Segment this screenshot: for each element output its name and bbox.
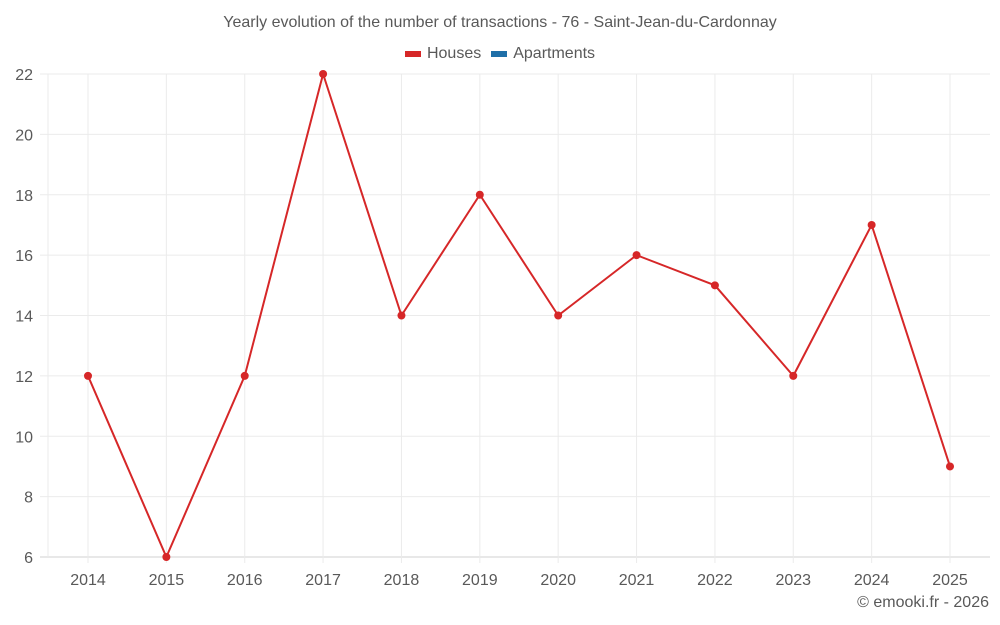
series-line xyxy=(87,73,951,558)
y-tick-label: 16 xyxy=(15,248,33,265)
data-point xyxy=(946,462,954,471)
x-tick-label: 2019 xyxy=(462,572,498,589)
copyright-footer: © emooki.fr - 2026 xyxy=(857,594,989,611)
data-point xyxy=(867,220,876,229)
y-tick-label: 6 xyxy=(24,550,33,567)
x-tick-label: 2021 xyxy=(619,572,655,589)
x-tick-label: 2015 xyxy=(149,572,185,589)
y-tick-label: 10 xyxy=(15,429,33,446)
y-tick-label: 22 xyxy=(15,67,33,84)
x-tick-label: 2024 xyxy=(854,572,890,589)
y-tick-label: 12 xyxy=(15,369,33,386)
data-point xyxy=(319,70,328,78)
data-point xyxy=(397,311,406,320)
legend-item-apartments[interactable]: Apartments xyxy=(491,45,595,63)
x-tick-label: 2023 xyxy=(775,572,811,589)
y-tick-label: 8 xyxy=(24,490,33,507)
data-point xyxy=(789,371,798,380)
y-tick-label: 20 xyxy=(15,127,33,144)
data-point xyxy=(475,190,484,199)
data-point xyxy=(554,311,563,320)
x-tick-label: 2016 xyxy=(227,572,263,589)
legend-label-apartments: Apartments xyxy=(513,45,596,62)
chart-legend: Houses Apartments xyxy=(0,45,1000,63)
legend-item-houses[interactable]: Houses xyxy=(404,45,482,63)
data-point xyxy=(632,251,641,260)
legend-swatch-apartments xyxy=(491,51,508,57)
x-tick-label: 2018 xyxy=(384,572,420,589)
series-houses xyxy=(84,70,954,561)
data-point xyxy=(84,371,92,380)
x-tick-label: 2025 xyxy=(932,572,968,589)
data-point xyxy=(240,371,249,380)
x-tick-label: 2014 xyxy=(70,572,106,589)
chart-title: Yearly evolution of the number of transa… xyxy=(223,14,777,31)
legend-label-houses: Houses xyxy=(426,45,482,62)
x-tick-label: 2022 xyxy=(697,572,733,589)
data-point xyxy=(710,281,719,290)
x-axis: 2014 2015 2016 2017 2018 2019 2020 2021 2022 2023… xyxy=(70,572,968,589)
x-tick-label: 2017 xyxy=(305,572,341,589)
x-tick-label: 2020 xyxy=(540,572,576,589)
y-axis: 6 8 10 12 14 16 18 20 22 xyxy=(15,67,33,567)
legend-swatch-houses xyxy=(404,51,421,57)
y-tick-label: 18 xyxy=(15,188,33,205)
data-point xyxy=(162,553,171,561)
y-tick-label: 14 xyxy=(15,309,33,326)
grid-lines xyxy=(40,73,990,563)
